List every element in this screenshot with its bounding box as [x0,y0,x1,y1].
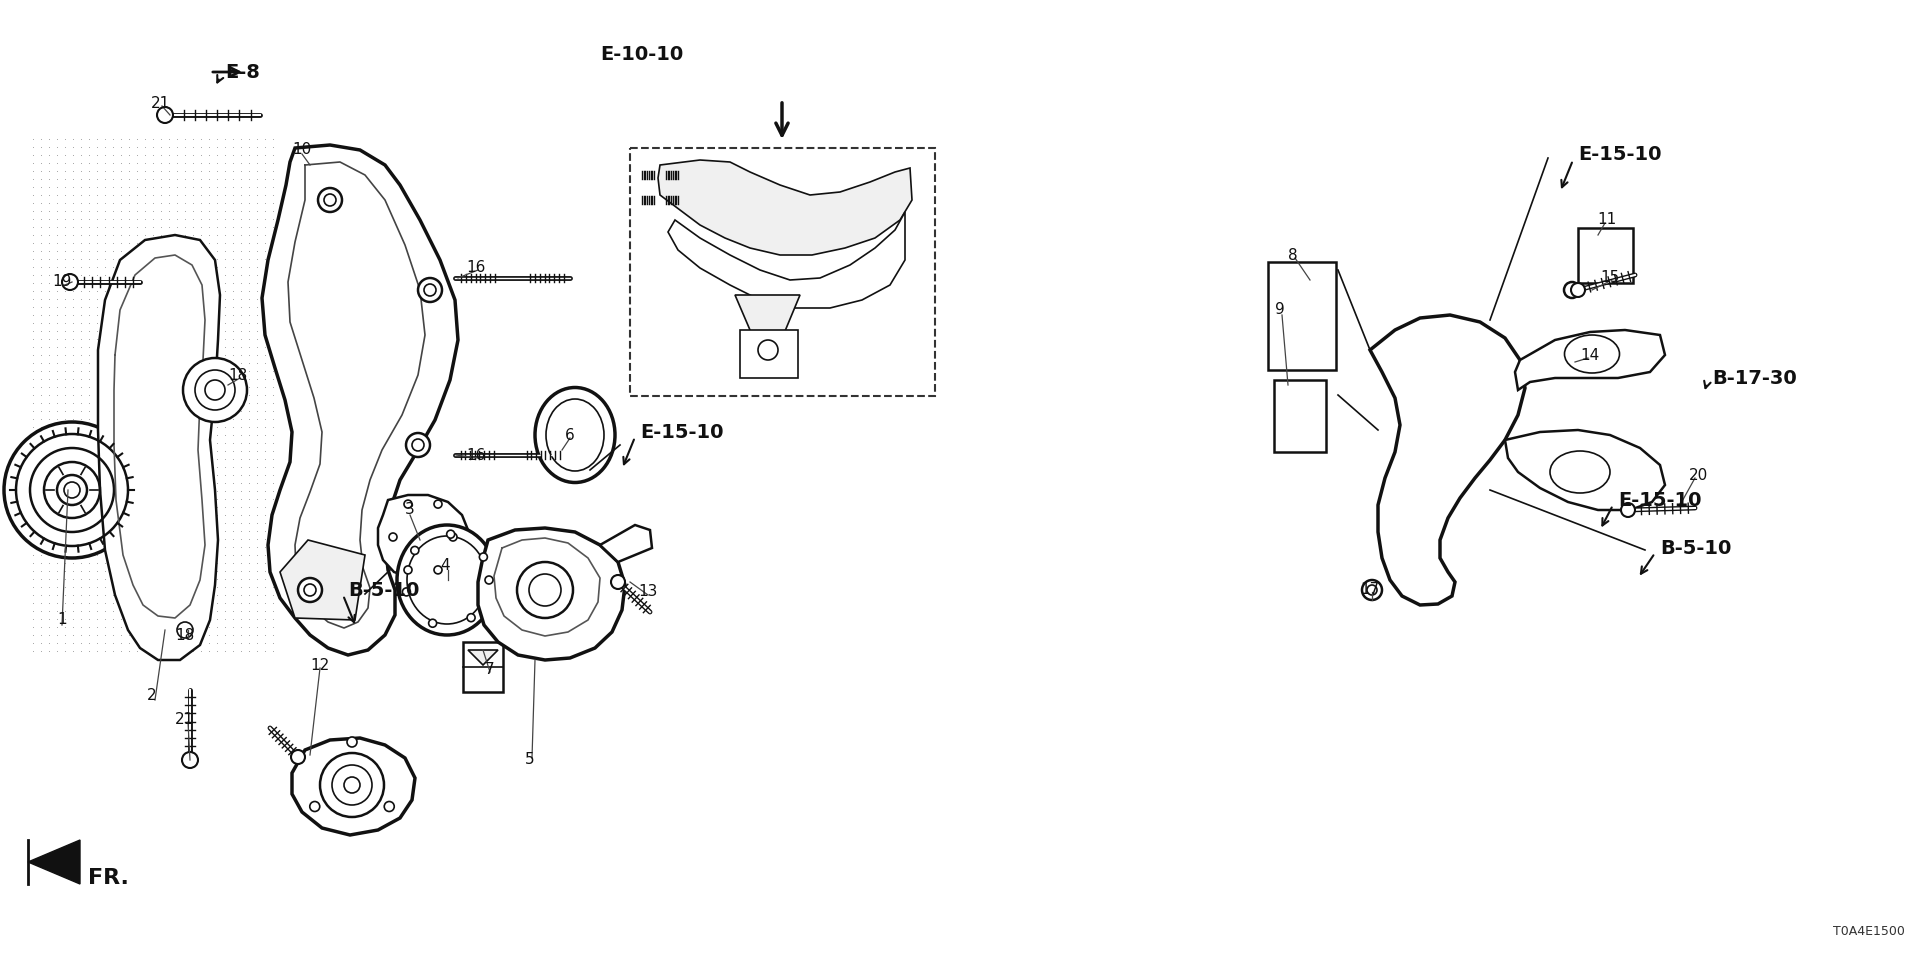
Text: E-10-10: E-10-10 [599,45,684,64]
Circle shape [403,500,413,508]
Circle shape [447,530,455,539]
Circle shape [1620,503,1636,517]
Text: 4: 4 [440,558,449,572]
Text: E-15-10: E-15-10 [1619,491,1701,510]
Circle shape [467,613,474,622]
Polygon shape [659,160,912,255]
Text: 15: 15 [1601,271,1620,285]
Circle shape [298,578,323,602]
Polygon shape [1505,430,1665,510]
Text: 16: 16 [467,447,486,463]
Text: B-5-10: B-5-10 [348,581,419,599]
Circle shape [4,422,140,558]
Polygon shape [668,212,904,308]
Circle shape [384,802,394,811]
Circle shape [516,562,572,618]
Polygon shape [378,495,468,578]
Polygon shape [98,235,221,660]
Ellipse shape [397,525,497,635]
Text: 6: 6 [564,427,574,443]
Circle shape [758,340,778,360]
Text: 18: 18 [175,628,194,642]
Circle shape [61,274,79,290]
Circle shape [1571,283,1586,297]
Bar [1275,380,1327,452]
Polygon shape [261,145,459,655]
Polygon shape [1515,330,1665,390]
Polygon shape [478,528,626,660]
Text: T0A4E1500: T0A4E1500 [1834,925,1905,938]
Text: 11: 11 [1597,212,1617,228]
Circle shape [1565,282,1580,298]
Text: B-5-10: B-5-10 [1661,539,1732,558]
Text: 13: 13 [637,585,659,599]
Circle shape [319,188,342,212]
Circle shape [419,278,442,302]
Text: 9: 9 [1275,302,1284,318]
Circle shape [405,433,430,457]
Text: 14: 14 [1580,348,1599,363]
Circle shape [411,546,419,555]
Text: 16: 16 [467,260,486,276]
Circle shape [449,533,457,541]
Polygon shape [29,840,81,884]
Bar [1267,262,1336,370]
Circle shape [611,575,626,589]
Text: B-17-30: B-17-30 [1713,369,1797,388]
Text: 7: 7 [486,662,495,678]
Text: 20: 20 [1688,468,1707,483]
Polygon shape [292,738,415,835]
Circle shape [157,107,173,123]
Text: FR.: FR. [88,868,129,888]
Text: 10: 10 [292,142,311,157]
Circle shape [348,737,357,747]
Circle shape [480,553,488,561]
Circle shape [1361,580,1382,600]
Text: 17: 17 [1361,583,1380,597]
Circle shape [403,588,411,596]
Text: 21: 21 [175,712,194,728]
Circle shape [321,753,384,817]
Circle shape [428,619,436,627]
Circle shape [434,565,442,574]
Polygon shape [280,540,365,620]
Text: 3: 3 [405,502,415,517]
Text: 2: 2 [148,687,157,703]
Polygon shape [599,525,653,562]
Text: 19: 19 [52,275,71,290]
Circle shape [182,752,198,768]
Text: E-15-10: E-15-10 [1578,146,1661,164]
Circle shape [390,533,397,541]
Ellipse shape [536,388,614,483]
Polygon shape [735,295,801,372]
Bar [1578,228,1634,283]
Text: E-15-10: E-15-10 [639,422,724,442]
Circle shape [403,565,413,574]
Text: 18: 18 [228,368,248,382]
Text: 21: 21 [150,95,169,110]
Circle shape [434,500,442,508]
Text: 1: 1 [58,612,67,628]
Circle shape [486,576,493,584]
Text: 12: 12 [311,658,330,673]
Bar [463,642,503,692]
Circle shape [309,802,321,811]
Bar [630,148,935,396]
Text: 5: 5 [526,753,536,767]
Text: 8: 8 [1288,248,1298,262]
Bar [739,330,799,378]
Text: E-8: E-8 [225,62,259,82]
Circle shape [292,750,305,764]
Polygon shape [468,650,497,665]
Circle shape [177,622,194,638]
Polygon shape [1371,315,1524,605]
Circle shape [182,358,248,422]
